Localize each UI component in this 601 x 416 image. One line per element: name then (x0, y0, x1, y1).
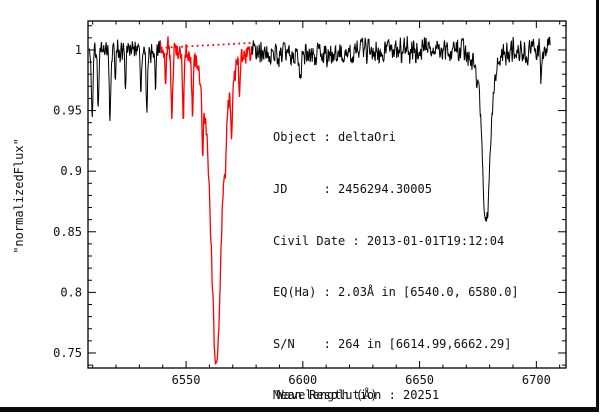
window-border-bottom (0, 407, 599, 412)
spectrum-trace-halpha-highlight (159, 36, 254, 365)
y-tick-label: 1 (75, 43, 82, 57)
x-tick-label: 6550 (172, 373, 201, 387)
plot-border (87, 20, 567, 369)
y-tick-label: 0.95 (53, 104, 82, 118)
info-line-snr: S/N : 264 in [6614.99,6662.29] (273, 336, 512, 351)
window-border-right (596, 0, 599, 411)
spectrum-info-block: Object : deltaOri JD : 2456294.30005 Civ… (273, 95, 519, 416)
info-line-eq-ha: EQ(Ha) : 2.03Å in [6540.0, 6580.0] (273, 285, 519, 300)
info-line-jd: JD : 2456294.30005 (273, 182, 432, 197)
x-tick-label: 6600 (288, 373, 317, 387)
spectrum-trace-left (88, 39, 161, 122)
info-line-object: Object : deltaOri (273, 130, 396, 145)
x-tick-label: 6700 (522, 373, 551, 387)
y-tick-label: 0.8 (60, 285, 82, 299)
spectrum-trace-right (251, 36, 551, 222)
info-line-civil-date: Civil Date : 2013-01-01T19:12:04 (273, 233, 505, 248)
y-axis-label: "normalizedFlux" (12, 138, 26, 254)
y-tick-label: 0.9 (60, 164, 82, 178)
x-axis-label: Wavelength (Å) (276, 388, 378, 402)
y-tick-label: 0.75 (53, 346, 82, 360)
info-line-resolution: Mean Resolution : 20251 (273, 388, 440, 403)
y-tick-label: 0.85 (53, 225, 82, 239)
x-tick-label: 6650 (405, 373, 434, 387)
